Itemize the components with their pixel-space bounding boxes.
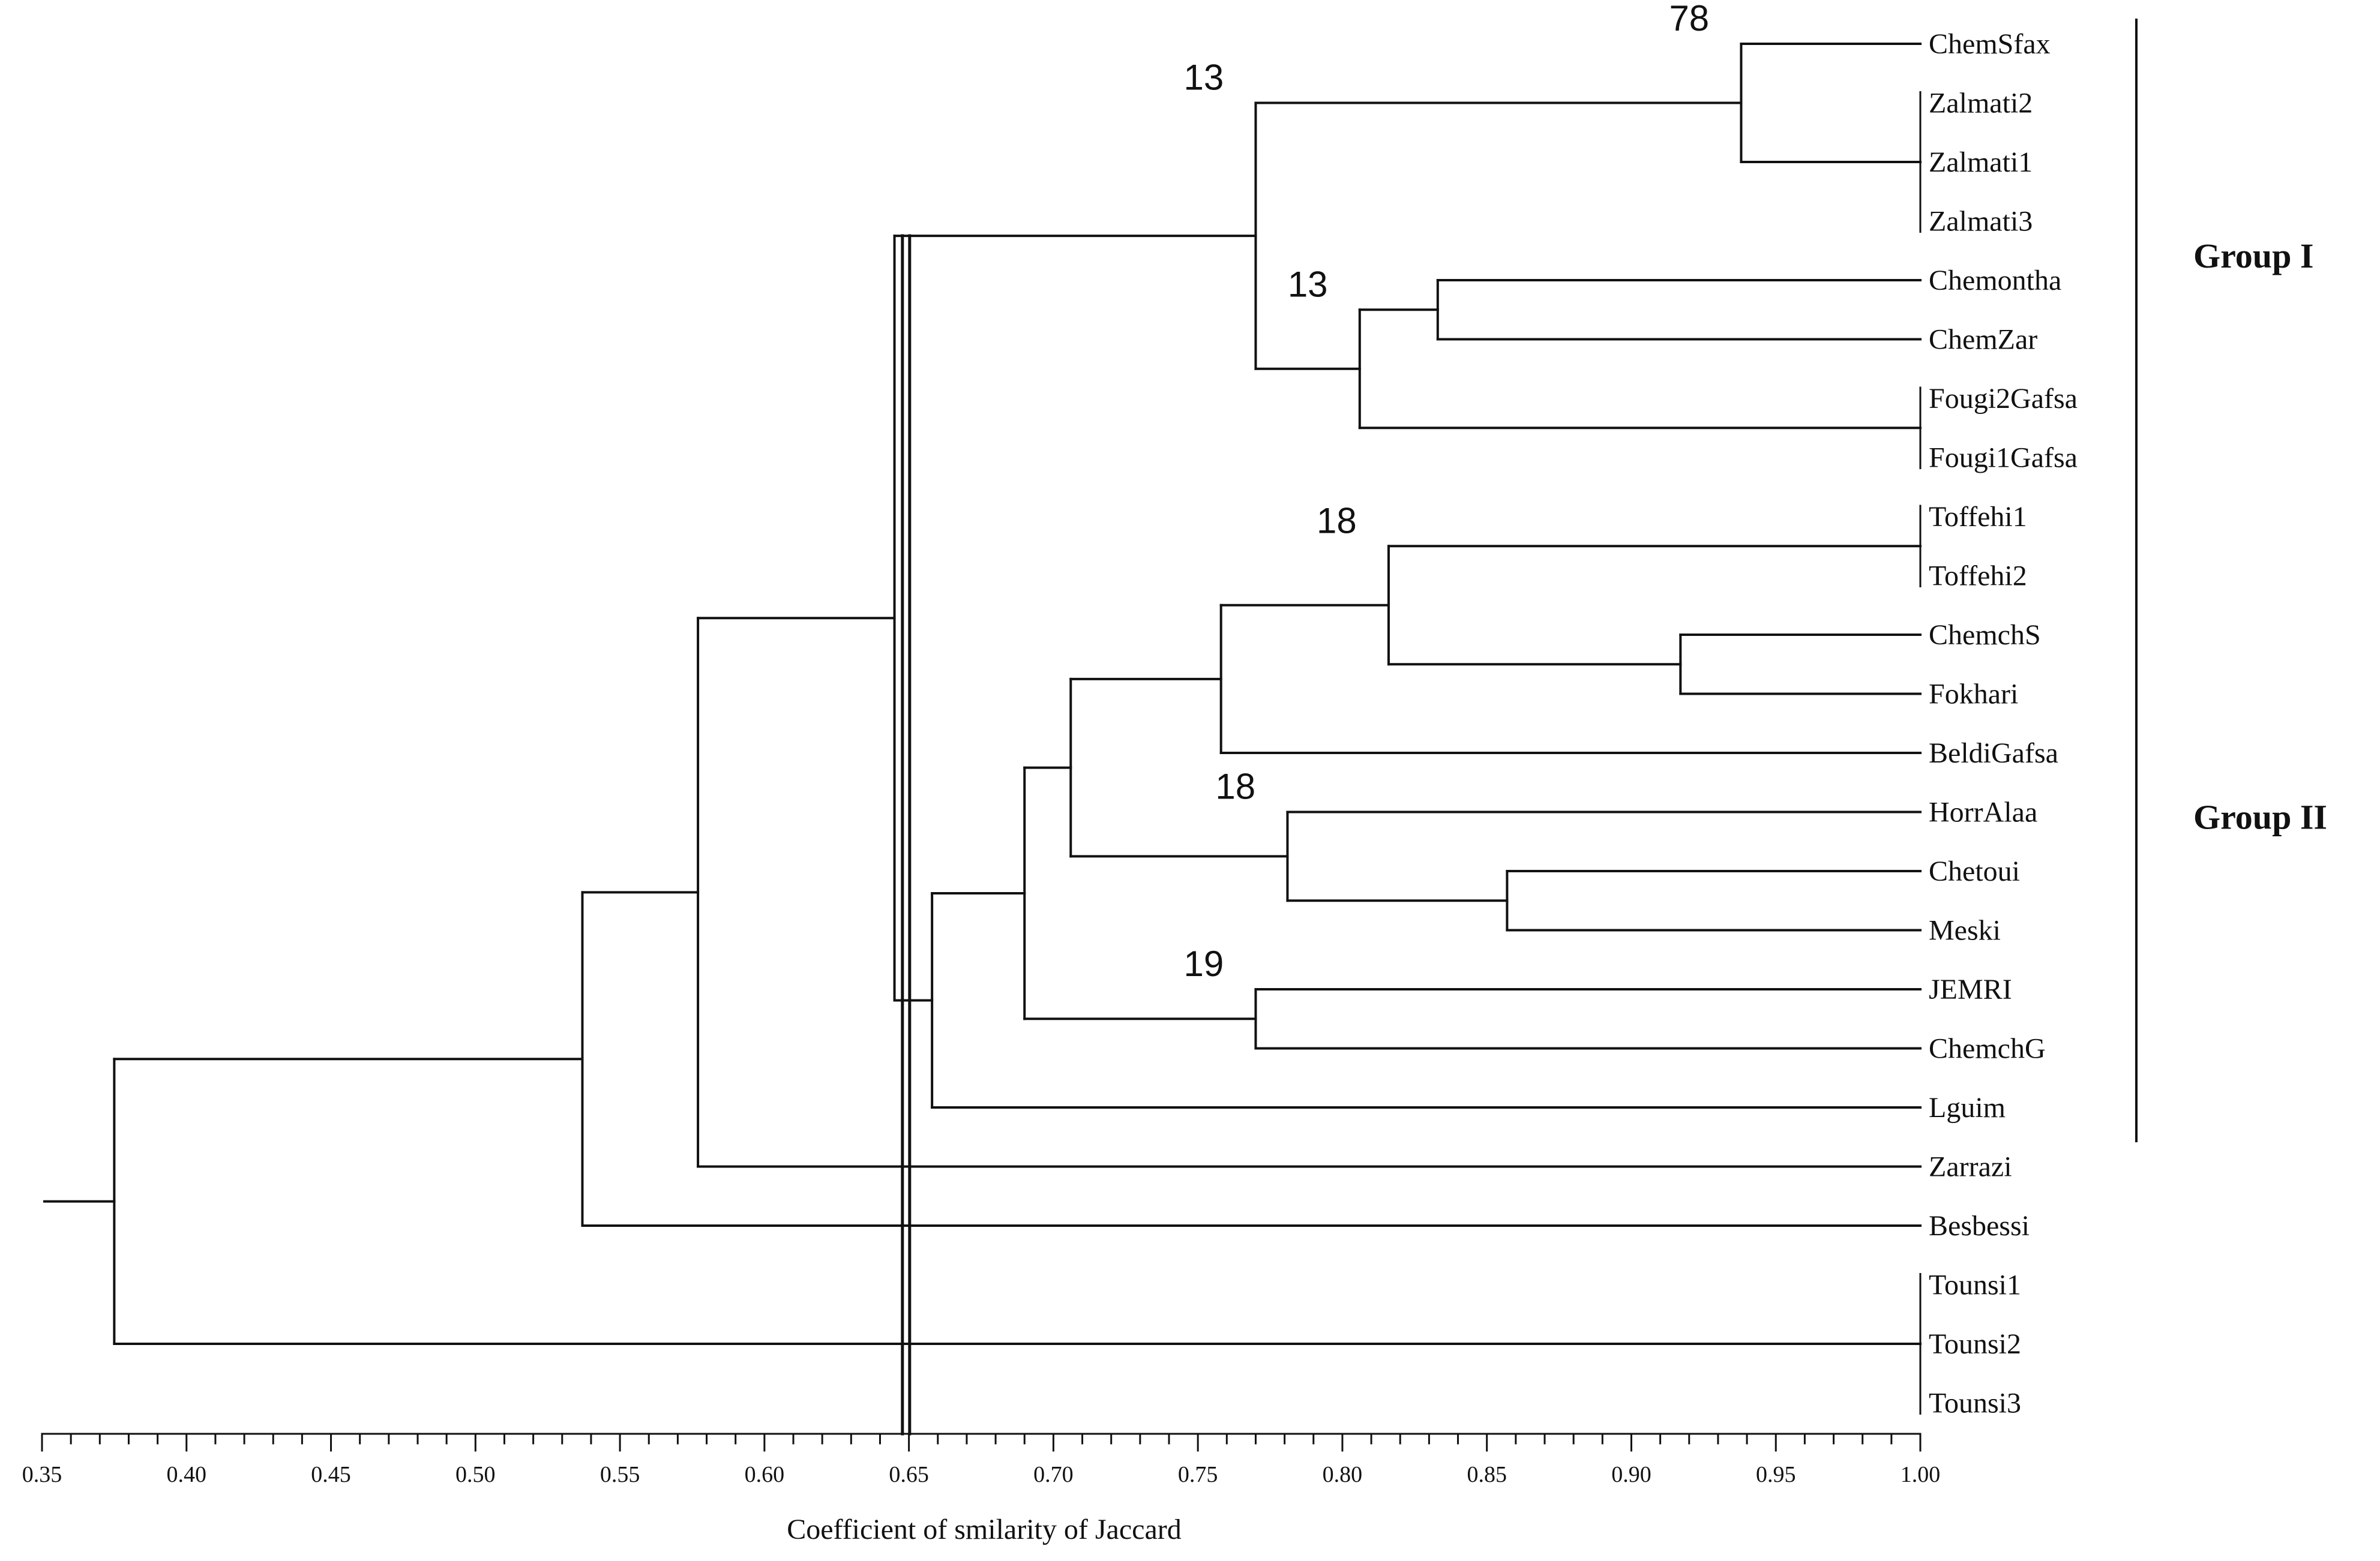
x-tick-label: 0.95 [1756, 1462, 1796, 1487]
x-axis-title: Coefficient of smilarity of Jaccard [787, 1514, 1182, 1545]
leaf-label-fokhari: Fokhari [1929, 679, 2018, 710]
leaf-label-tounsi1: Tounsi1 [1929, 1269, 2021, 1301]
bootstrap-label-j: 18 [1215, 767, 1255, 807]
x-tick-label: 0.70 [1033, 1462, 1074, 1487]
group-label-1: Group I [2193, 236, 2313, 275]
x-tick-label: 0.45 [311, 1462, 351, 1487]
leaf-label-meski: Meski [1929, 915, 2001, 947]
leaf-label-chemzar: ChemZar [1929, 324, 2037, 356]
bootstrap-label-a: 78 [1669, 0, 1709, 38]
bootstrap-label-c: 13 [1288, 264, 1328, 304]
leaf-label-fougi2gafsa: Fougi2Gafsa [1929, 383, 2078, 415]
leaf-label-chemchg: ChemchG [1929, 1033, 2046, 1065]
x-tick-label: 0.80 [1323, 1462, 1363, 1487]
x-tick-label: 0.40 [167, 1462, 207, 1487]
leaf-label-lguim: Lguim [1929, 1092, 2006, 1124]
group-label-2: Group II [2193, 798, 2327, 837]
leaf-label-jemri: JEMRI [1929, 974, 2012, 1005]
leaf-label-zalmati1: Zalmati1 [1929, 146, 2033, 178]
leaf-label-zalmati3: Zalmati3 [1929, 206, 2033, 238]
leaf-label-zalmati2: Zalmati2 [1929, 88, 2033, 119]
x-tick-label: 0.60 [745, 1462, 785, 1487]
x-tick-label: 0.90 [1611, 1462, 1651, 1487]
leaf-label-fougi1gafsa: Fougi1Gafsa [1929, 442, 2078, 474]
x-tick-label: 0.65 [889, 1462, 929, 1487]
leaf-label-chemsfax: ChemSfax [1929, 28, 2051, 60]
leaf-label-beldigafsa: BeldiGafsa [1929, 737, 2058, 769]
x-tick-label: 1.00 [1901, 1462, 1941, 1487]
leaf-label-chemchs: ChemchS [1929, 619, 2041, 651]
x-tick-label: 0.85 [1467, 1462, 1507, 1487]
leaf-label-chemontha: Chemontha [1929, 265, 2061, 296]
bootstrap-label-d: 13 [1183, 58, 1224, 98]
leaf-label-horralaa: HorrAlaa [1929, 797, 2037, 828]
leaf-label-chetoui: Chetoui [1929, 855, 2020, 887]
x-tick-label: 0.35 [22, 1462, 62, 1487]
x-tick-label: 0.55 [600, 1462, 640, 1487]
leaf-label-zarrazi: Zarrazi [1929, 1151, 2012, 1183]
leaf-label-tounsi2: Tounsi2 [1929, 1328, 2021, 1360]
leaf-label-toffehi2: Toffehi2 [1929, 560, 2027, 592]
leaf-label-tounsi3: Tounsi3 [1929, 1388, 2021, 1419]
bootstrap-label-g: 18 [1317, 500, 1357, 541]
bootstrap-label-l: 19 [1183, 944, 1224, 984]
leaf-label-besbessi: Besbessi [1929, 1210, 2030, 1242]
leaf-label-toffehi1: Toffehi1 [1929, 501, 2027, 533]
x-tick-label: 0.50 [455, 1462, 496, 1487]
x-tick-label: 0.75 [1178, 1462, 1218, 1487]
